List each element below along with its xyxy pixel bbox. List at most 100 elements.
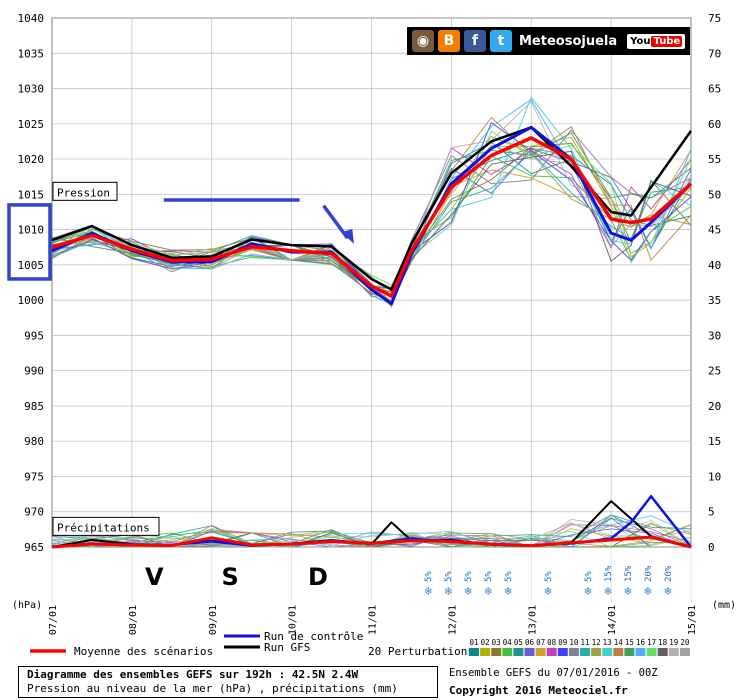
legend-perturbation-swatch [491,648,502,656]
snowflake-icon: ❄ [644,584,651,598]
legend-perturbation-id: 17 [647,638,656,647]
legend-perturbation-swatch [668,648,679,656]
banner-title[interactable]: Meteosojuela [519,33,618,49]
y-left-tick-label: 1025 [18,118,45,131]
snowflake-icon: ❄ [664,584,671,598]
day-letter: S [221,563,238,591]
legend-label-control: Run de contrôle [264,630,363,643]
panel-label-box-precip [52,516,160,536]
legend-perturbation-id: 19 [669,638,678,647]
snow-percent-label: 5% [504,571,514,582]
footer-title: Diagramme des ensembles GEFS sur 192h : … [27,668,359,681]
snowflake-icon: ❄ [584,584,591,598]
x-tick-label: 10/01 [288,605,299,635]
snowflake-icon: ❄ [465,584,472,598]
legend-perturbation-swatch [624,648,635,656]
snowflake-icon: ❄ [604,584,611,598]
y-left-tick-label: 975 [24,470,44,483]
legend-perturbation-swatch [657,648,668,656]
legend-perturbation-swatch [568,648,579,656]
y-left-axis-label: (hPa) [12,600,42,611]
perturbation-precip-line [51,519,691,548]
x-tick-label: 14/01 [607,605,618,635]
snow-percent-label: 5% [484,571,494,582]
y-right-axis-label: (mm) [712,600,736,611]
y-right-tick-label: 5 [708,506,715,519]
perturbation-precip-line [51,528,692,548]
legend-perturbation-swatch [602,648,613,656]
legend-perturbation-id: 04 [503,638,513,647]
y-right-tick-label: 50 [708,188,721,201]
y-right-tick-label: 0 [708,541,715,554]
y-left-tick-label: 965 [24,541,44,554]
series-precip-moyenne-des-sc-narios [51,535,692,549]
y-left-tick-label: 1015 [18,188,45,201]
y-right-tick-label: 20 [708,400,721,413]
youtube-icon[interactable]: You Tube [627,33,686,49]
snow-percent-label: 15% [624,565,634,582]
x-tick-label: 15/01 [687,605,698,635]
legend-perturbation-swatch [535,648,546,656]
snow-percent-label: 5% [584,571,594,582]
y-right-tick-label: 75 [708,12,721,25]
y-right-tick-label: 45 [708,224,721,237]
snowflake-icon: ❄ [425,584,432,598]
legend-perturbation-id: 01 [469,638,478,647]
legend-perturbation-swatch [546,648,557,656]
twitter-icon[interactable]: t [490,30,512,52]
legend-perturbation-id: 09 [558,638,567,647]
y-left-tick-label: 1020 [18,153,45,166]
snowflake-icon: ❄ [504,584,511,598]
snow-percent-label: 5% [464,571,474,582]
panel-label-precip: Précipitations [57,521,150,534]
legend-perturbation-id: 11 [580,638,589,647]
y-left-tick-label: 970 [24,506,44,519]
x-tick-label: 13/01 [527,605,538,635]
legend-label-gfs: Run GFS [264,641,310,654]
y-right-tick-label: 25 [708,365,721,378]
legend-perturbation-id: 02 [481,638,490,647]
legend-perturbation-swatch [613,648,624,656]
youtube-label: You [630,35,651,47]
y-left-tick-label: 985 [24,400,44,413]
ensemble-label: Ensemble GEFS du 07/01/2016 - 00Z [449,667,658,679]
legend-perturbation-id: 15 [625,638,634,647]
snowflake-icon: ❄ [445,584,452,598]
y-right-tick-label: 30 [708,329,721,342]
series-line-moyenne-des-sc-narios [51,136,693,298]
perturbation-line [51,100,692,292]
blogger-icon[interactable]: B [438,30,460,52]
y-left-tick-label: 995 [24,329,44,342]
y-right-tick-label: 40 [708,259,721,272]
legend-perturbation-id: 03 [492,638,501,647]
footer-subtitle: Pression au niveau de la mer (hPa) , pré… [27,682,398,695]
copyright: Copyright 2016 Meteociel.fr [449,684,628,697]
legend-perturbation-swatch [591,648,602,656]
legend-perturbation-id: 07 [536,638,545,647]
x-tick-label: 08/01 [128,605,139,635]
legend-perturbation-swatch [679,648,690,656]
legend-perturbation-swatch [557,648,568,656]
snow-percent-label: 20% [664,565,674,582]
legend-perturbation-id: 18 [658,638,668,647]
instagram-icon[interactable]: ◉ [412,30,434,52]
y-right-tick-label: 15 [708,435,721,448]
legend-perturbation-swatch [580,648,590,656]
highlight-box [7,203,52,281]
snow-percent-label: 5% [544,571,554,582]
panel-label-pressure: Pression [57,186,110,199]
facebook-icon[interactable]: f [464,30,486,52]
y-left-tick-label: 980 [24,435,44,448]
legend-perturbation-id: 05 [514,638,523,647]
x-tick-label: 09/01 [208,605,219,635]
perturbation-line [51,144,692,300]
highlight-arrowhead [341,228,354,244]
y-left-tick-label: 1030 [18,83,45,96]
y-left-tick-label: 1010 [18,224,45,237]
legend-label-perturbations: 20 Perturbations [368,645,474,658]
social-banner: ◉ B f t Meteosojuela You Tube [407,27,690,55]
legend-perturbation-id: 20 [680,638,690,647]
legend-perturbation-id: 16 [636,638,646,647]
y-right-tick-label: 65 [708,83,721,96]
y-left-tick-label: 1005 [18,259,45,272]
